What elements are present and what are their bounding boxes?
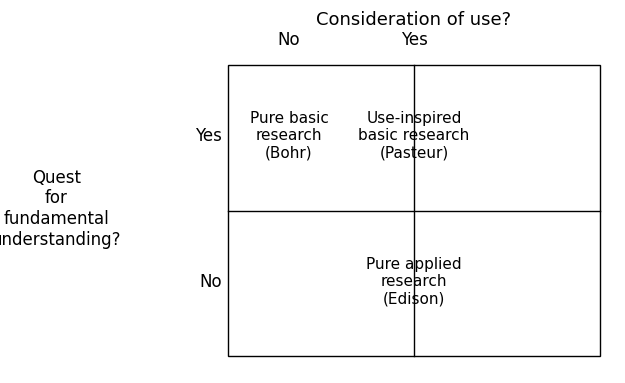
Text: Consideration of use?: Consideration of use? (316, 11, 512, 29)
Bar (228, 65, 600, 356)
Text: No: No (199, 273, 222, 290)
Text: Use-inspired
basic research
(Pasteur): Use-inspired basic research (Pasteur) (359, 111, 470, 161)
Text: Yes: Yes (401, 31, 428, 49)
Text: Yes: Yes (195, 127, 222, 145)
Text: Quest
for
fundamental
understanding?: Quest for fundamental understanding? (0, 169, 121, 249)
Text: No: No (278, 31, 301, 49)
Text: Pure basic
research
(Bohr): Pure basic research (Bohr) (249, 111, 329, 161)
Text: Pure applied
research
(Edison): Pure applied research (Edison) (366, 257, 462, 306)
